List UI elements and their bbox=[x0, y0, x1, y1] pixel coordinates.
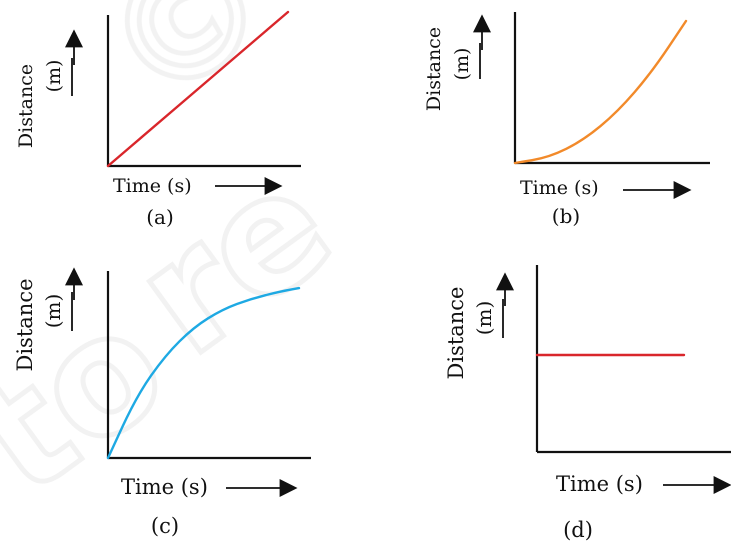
panel-c: Distance (m) Time (s) (c) bbox=[13, 267, 311, 538]
panel-c-y-label: Distance bbox=[13, 278, 37, 371]
panel-b-curve bbox=[513, 19, 688, 165]
panel-a-y-unit: (m) bbox=[43, 60, 65, 93]
panel-b-x-label: Time (s) bbox=[520, 177, 599, 199]
panel-a: Distance (m) Time (s) (a) bbox=[15, 10, 301, 229]
watermark-text-1: © NC bbox=[71, 0, 569, 143]
panel-d-x-label: Time (s) bbox=[556, 472, 643, 496]
panel-d-caption: (d) bbox=[563, 518, 593, 542]
panel-a-x-label: Time (s) bbox=[113, 175, 192, 197]
panel-c-caption: (c) bbox=[151, 514, 179, 538]
panel-b: Distance (m) Time (s) (b) bbox=[423, 12, 710, 228]
panel-d-y-unit: (m) bbox=[472, 301, 496, 336]
panel-a-caption: (a) bbox=[146, 205, 174, 229]
panel-a-y-label: Distance bbox=[15, 64, 37, 148]
panel-b-y-unit: (m) bbox=[451, 48, 473, 81]
panel-b-caption: (b) bbox=[552, 204, 580, 228]
panel-b-y-label: Distance bbox=[423, 27, 445, 111]
panel-a-line bbox=[106, 10, 290, 168]
panel-d: Distance (m) Time (s) (d) bbox=[444, 265, 731, 542]
panel-c-x-label: Time (s) bbox=[121, 475, 208, 499]
panel-d-y-label: Distance bbox=[444, 286, 468, 379]
watermark: © NC re to bbox=[0, 0, 571, 533]
panel-c-curve bbox=[106, 286, 301, 460]
panel-c-y-unit: (m) bbox=[41, 294, 65, 329]
